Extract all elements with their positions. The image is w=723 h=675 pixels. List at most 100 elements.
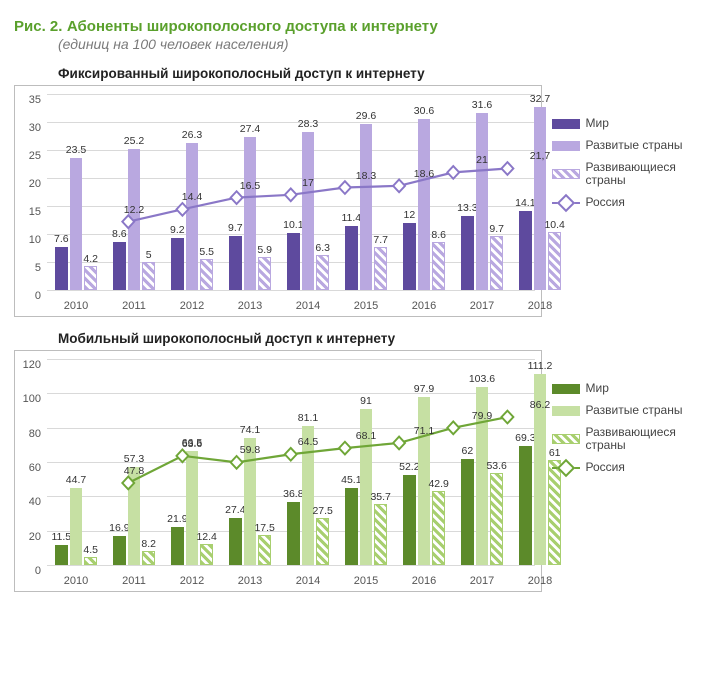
bar-value-label: 11.5	[51, 531, 71, 543]
legend-swatch-line	[552, 461, 580, 475]
bar-value-label: 30.6	[414, 105, 434, 117]
bar-value-label: 5.5	[199, 246, 214, 258]
bar-world: 62	[461, 459, 474, 565]
bar-group: 1230.68.6	[395, 94, 453, 290]
bar-value-label: 42.9	[428, 478, 448, 490]
bar-value-label: 9.7	[489, 223, 504, 235]
bar-value-label: 81.1	[298, 412, 318, 424]
x-tick-label: 2017	[470, 300, 494, 312]
x-tick-label: 2011	[122, 300, 146, 312]
bar-value-label: 10.4	[544, 219, 564, 231]
chart-panel-mobile: 02040608010012011.544.74.516.957.38.221.…	[14, 350, 709, 592]
bar-developing: 27.5	[316, 518, 329, 565]
plot-area: 11.544.74.516.957.38.221.966.512.427.474…	[47, 359, 535, 565]
bar-group: 14.1 32.7 10.4	[511, 94, 569, 290]
legend-item-russia: Россия	[552, 196, 709, 210]
legend-label: Россия	[586, 461, 625, 475]
bar-value-label: 27.4	[240, 123, 260, 135]
line-value-label: 64.5	[298, 436, 318, 448]
bar-developing: 10.4	[548, 232, 561, 290]
bar-world: 21.9	[171, 527, 184, 565]
bar-group: 11.544.74.5	[47, 359, 105, 565]
bar-group: 7.623.54.2	[47, 94, 105, 290]
bar-value-label: 25.2	[124, 135, 144, 147]
bar-group: 52.297.942.9	[395, 359, 453, 565]
bar-world: 14.1	[519, 211, 532, 290]
x-tick-label: 2013	[238, 300, 262, 312]
bar-value-label: 16.9	[109, 522, 129, 534]
line-value-label: 79.9	[472, 410, 492, 422]
x-tick-label: 2015	[354, 300, 378, 312]
bar-world: 52.2	[403, 475, 416, 565]
bar-developed: 66.5	[186, 451, 199, 565]
bar-value-label: 35.7	[370, 491, 390, 503]
line-value-label: 63.6	[182, 438, 202, 450]
bar-value-label: 32.7	[530, 93, 550, 105]
bar-world: 45.1	[345, 488, 358, 565]
legend-label: Развивающиеся страны	[586, 161, 709, 189]
chart-title-mobile: Мобильный широкополосный доступ к интерн…	[58, 331, 709, 346]
line-value-label: 21	[476, 154, 488, 166]
line-value-label: 59.8	[240, 444, 260, 456]
bar-value-label: 8.6	[431, 229, 446, 241]
bar-developing: 35.7	[374, 504, 387, 565]
bar-group: 27.474.117.5	[221, 359, 279, 565]
bar-developing: 8.2	[142, 551, 155, 565]
bar-value-label: 111.2	[528, 360, 553, 372]
line-value-label: 12.2	[124, 204, 144, 216]
x-tick-label: 2015	[354, 575, 378, 587]
bar-value-label: 8.6	[112, 228, 127, 240]
x-tick-label: 2014	[296, 575, 320, 587]
bar-group: 8.625.25	[105, 94, 163, 290]
bar-developing: 42.9	[432, 491, 445, 565]
line-value-label: 17	[302, 177, 314, 189]
bar-developing: 5	[142, 262, 155, 290]
x-tick-label: 2010	[64, 575, 88, 587]
bar-developed: 26.3	[186, 143, 199, 290]
bar-value-label: 9.7	[228, 222, 243, 234]
line-value-label: 21,7	[530, 150, 550, 162]
bar-developed: 25.2	[128, 149, 141, 290]
bar-value-label: 7.6	[54, 233, 69, 245]
bar-world: 16.9	[113, 536, 126, 565]
bar-value-label: 17.5	[254, 522, 274, 534]
bar-value-label: 69.3	[515, 432, 535, 444]
y-tick-label: 120	[15, 359, 41, 371]
bar-group: 45.19135.7	[337, 359, 395, 565]
line-value-label: 14.4	[182, 191, 202, 203]
bar-value-label: 62	[461, 445, 473, 457]
bar-developed: 31.6	[476, 113, 489, 290]
legend-label: Развивающиеся страны	[586, 426, 709, 454]
legend-swatch-line	[552, 196, 580, 210]
bar-value-label: 4.2	[83, 253, 98, 265]
bar-developing: 4.2	[84, 266, 97, 290]
legend-mobile: МирРазвитые страныРазвивающиеся страныРо…	[552, 350, 709, 483]
x-tick-label: 2017	[470, 575, 494, 587]
legend-item-developed: Развитые страны	[552, 139, 709, 153]
bar-group: 9.727.45.9	[221, 94, 279, 290]
gridline	[47, 565, 535, 566]
legend-label: Мир	[586, 382, 609, 396]
legend-item-russia: Россия	[552, 461, 709, 475]
y-tick-label: 30	[15, 122, 41, 134]
figure-label: Рис. 2.	[14, 18, 62, 35]
bar-world: 13.3	[461, 216, 474, 290]
bar-value-label: 13.3	[457, 202, 477, 214]
chart-mobile: 02040608010012011.544.74.516.957.38.221.…	[14, 350, 542, 592]
chart-title-fixed: Фиксированный широкополосный доступ к ин…	[58, 66, 709, 81]
legend-item-world: Мир	[552, 382, 709, 396]
y-tick-label: 20	[15, 531, 41, 543]
bar-group: 10.128.36.3	[279, 94, 337, 290]
bar-world: 11.4	[345, 226, 358, 290]
bar-world: 27.4	[229, 518, 242, 565]
line-value-label: 18.3	[356, 170, 376, 182]
bar-value-label: 61	[549, 447, 561, 459]
line-value-label: 16.5	[240, 180, 260, 192]
line-value-label: 68.1	[356, 430, 376, 442]
x-tick-label: 2014	[296, 300, 320, 312]
bar-value-label: 11.4	[341, 212, 361, 224]
bar-developed: 44.7	[70, 488, 83, 565]
y-tick-label: 100	[15, 393, 41, 405]
bar-group: 21.966.512.4	[163, 359, 221, 565]
x-tick-label: 2012	[180, 300, 204, 312]
